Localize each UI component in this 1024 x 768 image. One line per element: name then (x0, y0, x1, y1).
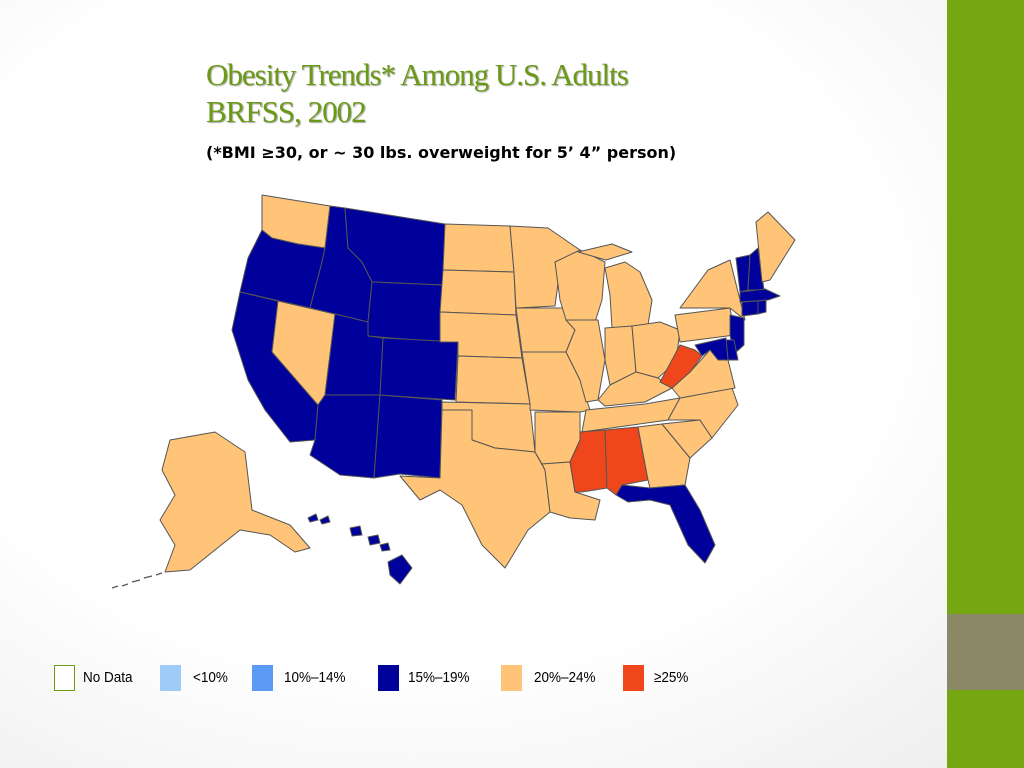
slide-title: Obesity Trends* Among U.S. Adults BRFSS,… (206, 56, 906, 130)
title-line-2: BRFSS, 2002 (206, 94, 367, 129)
state-MI (577, 243, 653, 329)
legend-swatch-20-24 (501, 665, 522, 691)
accent-block (947, 614, 1024, 690)
state-TX (399, 409, 551, 569)
legend-swatch-lt10 (160, 665, 181, 691)
state-CO (379, 337, 459, 401)
legend-label-15-19: 15%–19% (408, 669, 470, 686)
state-ME (755, 211, 796, 283)
legend: No Data <10% 10%–14% 15%–19% 20%–24% ≥25… (54, 665, 754, 695)
slide-subtitle: (*BMI ≥30, or ~ 30 lbs. overweight for 5… (206, 143, 677, 162)
state-AZ (309, 394, 381, 479)
state-MA (739, 288, 781, 303)
legend-swatch-ge25 (623, 665, 644, 691)
legend-label-no-data: No Data (83, 669, 133, 686)
legend-swatch-no-data (54, 665, 75, 691)
state-PA (674, 307, 736, 343)
legend-swatch-10-14 (252, 665, 273, 691)
state-MN (509, 225, 581, 309)
state-WY (367, 281, 444, 343)
alaska-aleutian-islands (111, 572, 163, 589)
state-FL (615, 484, 716, 564)
us-states-map (111, 194, 796, 589)
legend-label-20-24: 20%–24% (534, 669, 596, 686)
state-ND (442, 223, 515, 273)
legend-label-lt10: <10% (193, 669, 228, 686)
state-WV (659, 344, 703, 389)
state-IL (565, 319, 606, 403)
legend-label-10-14: 10%–14% (284, 669, 346, 686)
state-RI (757, 299, 767, 315)
state-KS (455, 355, 531, 405)
state-AK (159, 431, 311, 573)
state-NM (373, 394, 443, 479)
legend-swatch-15-19 (378, 665, 399, 691)
state-SD (439, 269, 517, 316)
state-CT (741, 300, 759, 317)
title-line-1: Obesity Trends* Among U.S. Adults (206, 57, 629, 92)
state-HI (307, 513, 413, 585)
state-MD (694, 337, 729, 361)
legend-label-ge25: ≥25% (654, 669, 689, 686)
accent-side-bar (947, 0, 1024, 768)
